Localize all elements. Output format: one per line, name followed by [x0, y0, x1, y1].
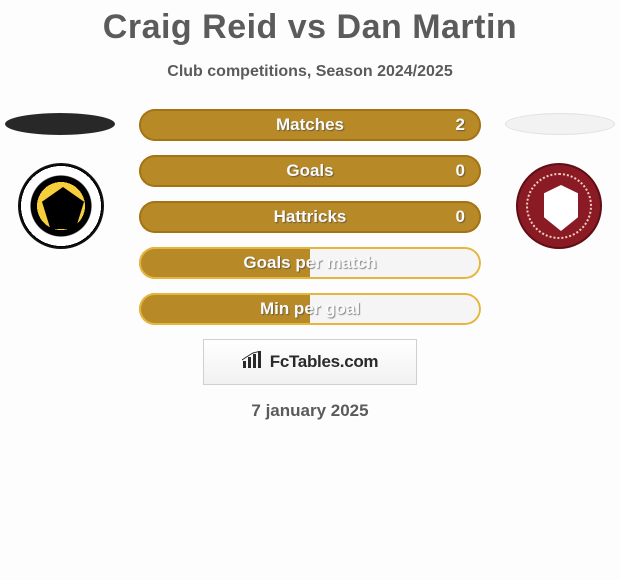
bar-chart-icon	[242, 351, 264, 374]
season-subtitle: Club competitions, Season 2024/2025	[0, 63, 620, 81]
stat-bar-label: Matches	[139, 109, 481, 141]
right-player-indicator	[505, 113, 615, 135]
right-club-crest	[516, 163, 602, 249]
stat-bar-label: Goals per match	[139, 247, 481, 279]
stat-bar-label: Goals	[139, 155, 481, 187]
stat-bar-label: Hattricks	[139, 201, 481, 233]
page-title: Craig Reid vs Dan Martin	[0, 0, 620, 47]
stat-bar: Goals0	[139, 155, 481, 187]
left-club-crest	[18, 163, 104, 249]
stat-bar-value: 0	[456, 155, 465, 187]
left-player-indicator	[5, 113, 115, 135]
stat-bar-value: 0	[456, 201, 465, 233]
comparison-panel: Matches2Goals0Hattricks0Goals per matchM…	[0, 109, 620, 421]
stat-bars: Matches2Goals0Hattricks0Goals per matchM…	[139, 109, 481, 325]
stat-bar: Goals per match	[139, 247, 481, 279]
stat-bar-label: Min per goal	[139, 293, 481, 325]
brand-text: FcTables.com	[270, 352, 379, 372]
stat-bar: Matches2	[139, 109, 481, 141]
stat-bar: Min per goal	[139, 293, 481, 325]
stat-bar-value: 2	[456, 109, 465, 141]
snapshot-date: 7 january 2025	[0, 401, 620, 421]
brand-watermark: FcTables.com	[203, 339, 417, 385]
stat-bar: Hattricks0	[139, 201, 481, 233]
